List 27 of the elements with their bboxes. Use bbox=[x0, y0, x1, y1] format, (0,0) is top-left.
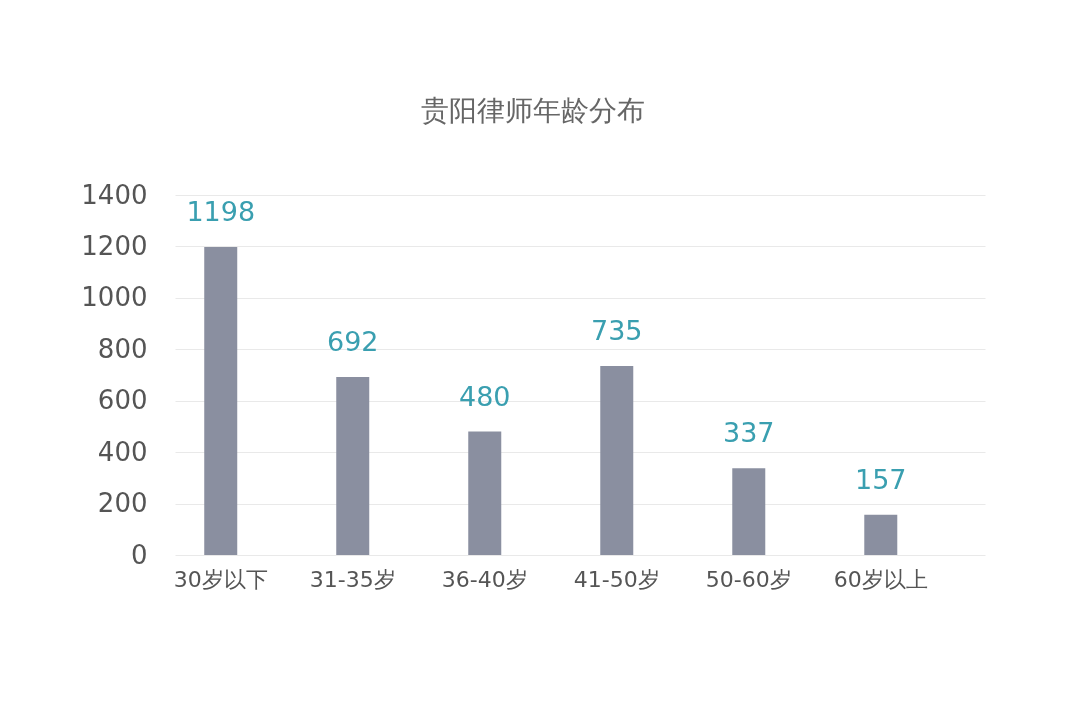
x-tick-label: 36-40岁 bbox=[441, 566, 528, 592]
chart-title: 贵阳律师年龄分布 bbox=[420, 94, 645, 127]
y-tick-label: 1000 bbox=[81, 282, 148, 313]
bar bbox=[732, 468, 766, 555]
bar bbox=[864, 514, 898, 555]
bar bbox=[600, 366, 634, 555]
y-tick-label: 0 bbox=[130, 539, 148, 570]
y-tick-label: 400 bbox=[97, 436, 148, 467]
y-tick-label: 200 bbox=[97, 488, 148, 519]
data-label: 692 bbox=[326, 326, 379, 358]
x-tick-label: 60岁以上 bbox=[833, 566, 928, 592]
bar bbox=[336, 377, 370, 555]
y-tick-label: 1400 bbox=[81, 179, 148, 210]
x-tick-label: 31-35岁 bbox=[309, 566, 396, 592]
x-tick-label: 50-60岁 bbox=[705, 566, 792, 592]
data-label: 735 bbox=[590, 315, 643, 346]
bar bbox=[468, 431, 502, 555]
data-label: 337 bbox=[723, 417, 775, 449]
y-tick-label: 800 bbox=[97, 333, 148, 364]
x-tick-label: 41-50岁 bbox=[573, 566, 660, 592]
bar bbox=[204, 246, 238, 555]
y-tick-label: 600 bbox=[97, 385, 148, 416]
x-tick-label: 30岁以下 bbox=[173, 566, 268, 592]
data-label: 157 bbox=[855, 463, 907, 495]
data-label: 480 bbox=[458, 380, 511, 412]
y-tick-label: 1200 bbox=[81, 230, 148, 261]
data-label: 1198 bbox=[186, 195, 256, 227]
